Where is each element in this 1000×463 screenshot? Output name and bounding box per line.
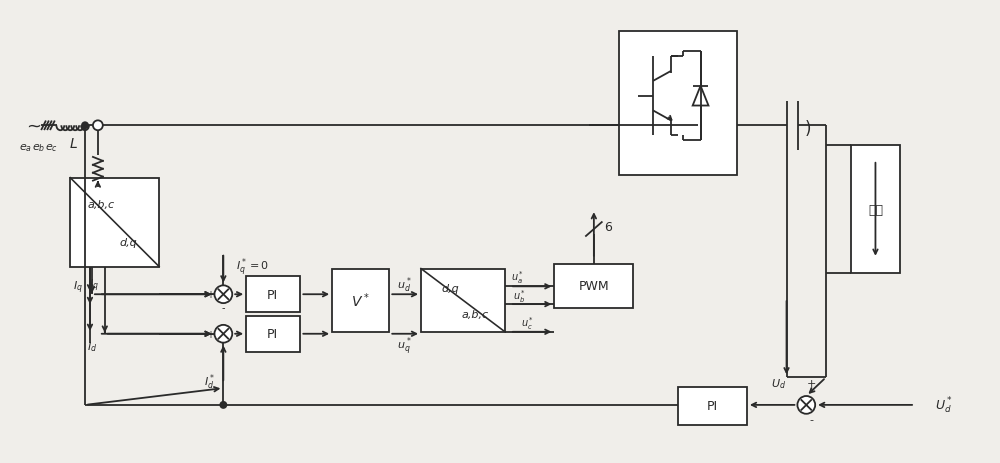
Text: 6: 6	[604, 220, 612, 233]
Text: $V^*$: $V^*$	[351, 291, 370, 310]
Text: $I_d^*$: $I_d^*$	[204, 372, 215, 391]
Bar	[554, 264, 633, 308]
Text: -: -	[809, 414, 813, 424]
Text: PI: PI	[267, 327, 278, 340]
Text: $u_d^*$: $u_d^*$	[397, 275, 412, 294]
Circle shape	[219, 401, 227, 409]
Bar	[851, 146, 900, 274]
Text: $I_q$: $I_q$	[73, 279, 83, 295]
Text: $u_b^*$: $u_b^*$	[513, 287, 526, 304]
Text: $u_q^*$: $u_q^*$	[397, 335, 412, 357]
Text: L: L	[69, 137, 77, 151]
Text: $U_d$: $U_d$	[771, 376, 786, 390]
Text: PI: PI	[267, 288, 278, 301]
Text: $I_q$: $I_q$	[89, 276, 99, 293]
Circle shape	[81, 122, 89, 130]
Bar	[421, 269, 505, 332]
Text: +: +	[207, 329, 215, 339]
Bar	[246, 316, 300, 352]
Text: +: +	[807, 378, 816, 388]
Text: d,q: d,q	[119, 237, 137, 247]
Text: +: +	[207, 290, 215, 300]
Bar	[678, 387, 747, 425]
Text: d,q: d,q	[441, 283, 459, 293]
Text: $e_c$: $e_c$	[45, 142, 58, 154]
Text: $e_a$: $e_a$	[19, 142, 32, 154]
Text: 负载: 负载	[868, 203, 883, 216]
Text: $U_d^*$: $U_d^*$	[935, 395, 953, 415]
Text: $u_c^*$: $u_c^*$	[521, 315, 534, 332]
Bar	[246, 277, 300, 313]
Text: a,b,c: a,b,c	[88, 200, 115, 210]
Text: PWM: PWM	[579, 279, 609, 292]
Text: $u_a^*$: $u_a^*$	[511, 269, 524, 285]
Text: ~: ~	[26, 117, 41, 135]
Circle shape	[797, 396, 815, 414]
Text: $I_d$: $I_d$	[87, 339, 97, 353]
Circle shape	[214, 286, 232, 303]
Bar	[332, 269, 389, 332]
Text: PI: PI	[707, 400, 718, 413]
Text: $I_q^*=0$: $I_q^*=0$	[236, 256, 270, 278]
Bar	[619, 32, 737, 175]
Text: ): )	[804, 120, 811, 138]
Text: $e_b$: $e_b$	[32, 142, 45, 154]
Text: -: -	[222, 302, 225, 313]
Text: a,b,c: a,b,c	[462, 309, 489, 319]
Bar	[70, 178, 159, 267]
Circle shape	[93, 121, 103, 131]
Text: -: -	[222, 342, 225, 352]
Circle shape	[214, 325, 232, 343]
